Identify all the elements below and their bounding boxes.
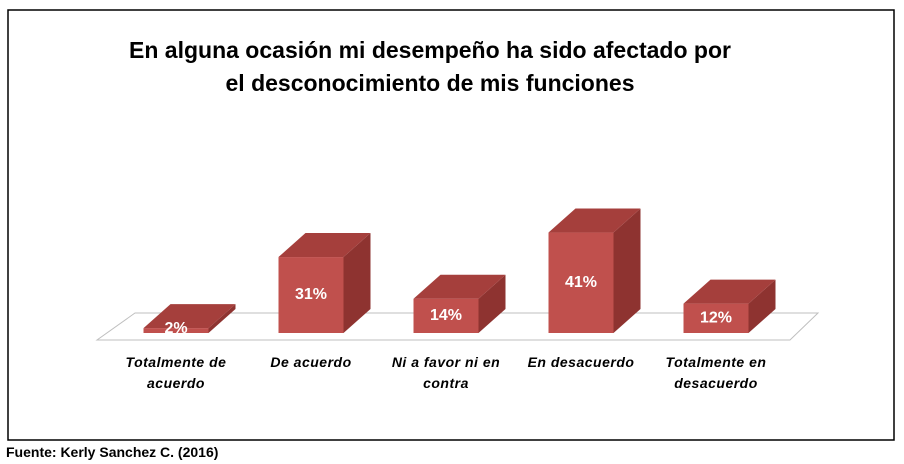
x-tick-label: Totalmente en desacuerdo — [665, 354, 767, 391]
x-tick-label: En desacuerdo — [527, 354, 635, 370]
bar-top — [278, 233, 371, 258]
bar — [548, 232, 614, 333]
bar-side — [478, 274, 506, 333]
value-label: 41% — [565, 274, 597, 291]
source: Fuente: Kerly Sanchez C. (2016) — [6, 444, 219, 460]
bar-side — [748, 279, 776, 333]
bar-side — [613, 208, 641, 333]
bar — [143, 328, 209, 333]
value-label: 31% — [295, 286, 327, 303]
value-label: 14% — [430, 307, 462, 324]
x-tick-label: Totalmente de acuerdo — [125, 354, 227, 391]
value-label: 2% — [164, 320, 187, 337]
bar — [683, 303, 749, 333]
bar-side — [208, 304, 236, 333]
x-tick-label: Ni a favor ni en contra — [391, 354, 501, 391]
bar-top — [548, 208, 641, 233]
bar — [278, 257, 344, 333]
bar-top — [143, 304, 236, 329]
bar-top — [413, 274, 506, 299]
bar — [413, 298, 479, 333]
chart-title: En alguna ocasión mi desempeño ha sido a… — [129, 37, 731, 96]
value-label: 12% — [700, 310, 732, 327]
chart-frame — [7, 9, 895, 441]
bar-top — [683, 279, 776, 304]
bar-side — [343, 233, 371, 333]
x-tick-label: De acuerdo — [270, 354, 352, 370]
